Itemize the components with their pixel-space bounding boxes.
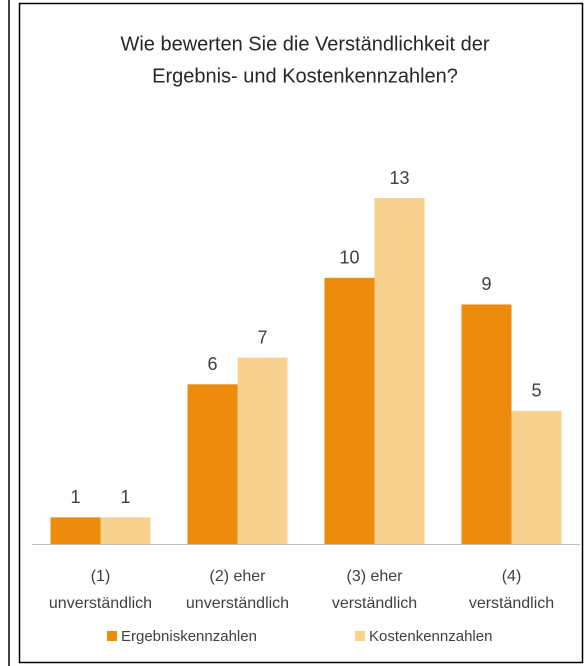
data-label: 1	[70, 487, 80, 507]
bar	[511, 410, 562, 544]
data-label: 9	[481, 274, 491, 294]
bar	[237, 357, 288, 544]
x-tick-label: (4)	[502, 568, 522, 585]
data-label: 10	[339, 248, 359, 268]
bar	[461, 304, 512, 544]
x-tick-label: (2) eher	[209, 568, 266, 585]
bar	[100, 517, 151, 544]
x-tick-label: unverständlich	[186, 595, 289, 612]
chart-title: Wie bewerten Sie die Verständlichkeit de…	[120, 33, 489, 55]
data-label: 6	[207, 354, 217, 374]
data-label: 7	[257, 327, 267, 347]
bar	[374, 198, 425, 544]
data-label: 5	[531, 381, 541, 401]
chart-frame	[18, 2, 584, 664]
chart-title: Ergebnis- und Kostenkennzahlen?	[152, 65, 458, 87]
data-label: 1	[120, 487, 130, 507]
bar	[324, 277, 375, 544]
data-label: 13	[389, 168, 409, 188]
legend-swatch	[355, 631, 365, 641]
x-tick-label: (1)	[91, 568, 111, 585]
x-tick-label: verständlich	[332, 595, 417, 612]
bar	[187, 384, 238, 544]
legend-label: Ergebniskennzahlen	[121, 628, 257, 645]
x-tick-label: verständlich	[469, 595, 554, 612]
x-tick-label: (3) eher	[346, 568, 403, 585]
legend-swatch	[107, 631, 117, 641]
bar	[50, 517, 101, 544]
x-tick-label: unverständlich	[49, 595, 152, 612]
legend-label: Kostenkennzahlen	[369, 628, 492, 645]
